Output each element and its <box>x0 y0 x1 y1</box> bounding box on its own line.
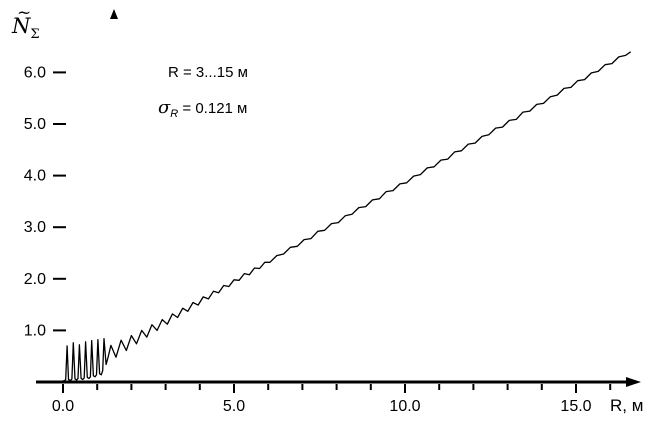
x-tick-label: 0.0 <box>52 398 74 415</box>
sigma-symbol: σ <box>158 97 171 118</box>
y-axis-title-subscript: Σ <box>30 27 40 43</box>
annotation-range: R = 3...15 м <box>168 64 248 81</box>
x-axis-arrow-icon <box>626 377 641 387</box>
y-tick-label: 6.0 <box>24 64 46 81</box>
y-axis-title-letter: N <box>12 14 31 38</box>
series-line <box>62 51 632 382</box>
x-tick-label: 15.0 <box>560 398 591 415</box>
y-tick-label: 1.0 <box>24 322 46 339</box>
y-tick-label: 4.0 <box>24 168 46 185</box>
x-tick-label: 10.0 <box>389 398 420 415</box>
y-tick-label: 3.0 <box>24 219 46 236</box>
tilde-accent: ~ <box>17 3 32 23</box>
sigma-subscript: R <box>170 108 179 120</box>
sigma-value: = 0.121 м <box>178 100 248 117</box>
y-axis-arrow-icon <box>110 9 118 19</box>
x-axis-title: R, м <box>610 396 644 415</box>
annotation-sigma: σR = 0.121 м <box>158 97 247 120</box>
y-tick-label: 5.0 <box>24 116 46 133</box>
y-tick-label: 2.0 <box>24 271 46 288</box>
y-axis-title: ~ NΣ <box>12 3 40 43</box>
x-tick-label: 5.0 <box>223 398 245 415</box>
